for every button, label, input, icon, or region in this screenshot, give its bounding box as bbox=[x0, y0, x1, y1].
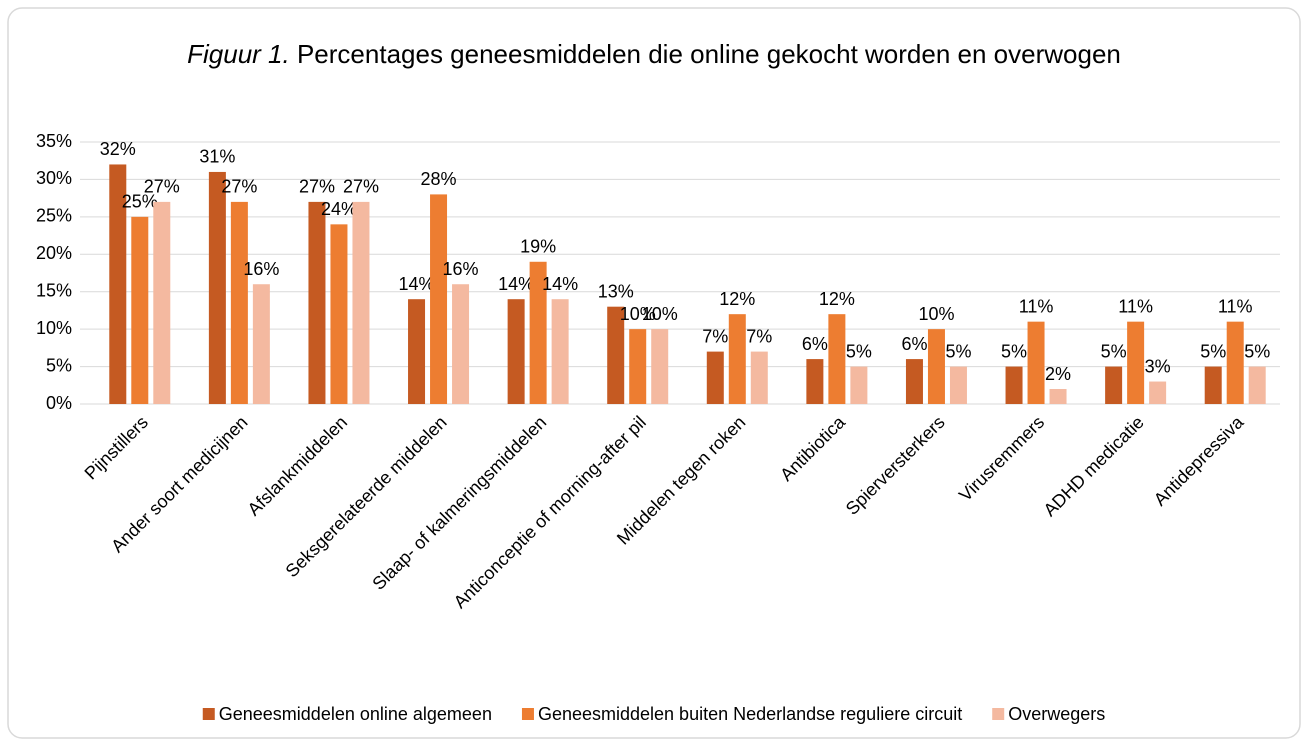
bar bbox=[1226, 321, 1244, 404]
value-label: 2% bbox=[1045, 364, 1071, 384]
value-label: 5% bbox=[945, 341, 971, 361]
y-tick-label: 10% bbox=[36, 318, 72, 338]
value-label: 7% bbox=[746, 326, 772, 346]
bar bbox=[507, 299, 525, 404]
value-label: 3% bbox=[1145, 356, 1171, 376]
legend-label: Overwegers bbox=[1008, 704, 1105, 724]
value-label: 27% bbox=[144, 177, 180, 197]
value-label: 10% bbox=[642, 304, 678, 324]
y-tick-label: 20% bbox=[36, 243, 72, 263]
legend-swatch bbox=[521, 708, 534, 720]
bar bbox=[828, 314, 846, 404]
value-label: 14% bbox=[498, 274, 534, 294]
bar bbox=[330, 224, 348, 404]
value-label: 11% bbox=[1218, 296, 1253, 316]
bar bbox=[728, 314, 746, 404]
value-label: 16% bbox=[243, 259, 279, 279]
bar bbox=[131, 216, 149, 404]
value-label: 31% bbox=[199, 147, 235, 167]
value-label: 5% bbox=[1101, 341, 1127, 361]
legend-swatch bbox=[202, 708, 215, 720]
y-tick-label: 0% bbox=[46, 393, 72, 413]
value-label: 10% bbox=[620, 304, 656, 324]
value-label: 27% bbox=[343, 177, 379, 197]
bar bbox=[607, 306, 625, 404]
y-tick-label: 5% bbox=[46, 355, 72, 375]
value-label: 10% bbox=[918, 304, 954, 324]
value-label: 25% bbox=[122, 192, 158, 212]
value-label: 5% bbox=[846, 341, 872, 361]
bar bbox=[308, 201, 326, 404]
bar bbox=[1149, 381, 1167, 404]
bar bbox=[109, 164, 127, 404]
value-label: 11% bbox=[1019, 296, 1054, 316]
legend-label: Geneesmiddelen buiten Nederlandse reguli… bbox=[538, 704, 962, 724]
value-label: 5% bbox=[1200, 341, 1226, 361]
value-label: 6% bbox=[901, 334, 927, 354]
value-label: 24% bbox=[321, 199, 357, 219]
value-label: 16% bbox=[443, 259, 479, 279]
value-label: 27% bbox=[221, 177, 257, 197]
bar bbox=[927, 329, 945, 404]
bar bbox=[706, 351, 724, 404]
bar bbox=[651, 329, 669, 404]
bar bbox=[529, 261, 547, 404]
bar bbox=[408, 299, 426, 404]
bar bbox=[208, 171, 226, 404]
bar bbox=[806, 359, 824, 404]
bar bbox=[1204, 366, 1222, 404]
title-text: Percentages geneesmiddelen die online ge… bbox=[297, 39, 1121, 69]
bar bbox=[1049, 389, 1067, 404]
bar bbox=[1005, 366, 1023, 404]
bar bbox=[1105, 366, 1123, 404]
value-label: 13% bbox=[598, 281, 634, 301]
bar bbox=[452, 284, 470, 404]
bar bbox=[850, 366, 868, 404]
value-label: 7% bbox=[702, 326, 728, 346]
legend-swatch bbox=[992, 708, 1005, 720]
bar bbox=[629, 329, 647, 404]
value-label: 14% bbox=[542, 274, 578, 294]
value-label: 14% bbox=[399, 274, 435, 294]
value-label: 12% bbox=[719, 289, 755, 309]
bar bbox=[949, 366, 967, 404]
y-tick-label: 30% bbox=[36, 168, 72, 188]
y-tick-label: 15% bbox=[36, 280, 72, 300]
bar bbox=[1248, 366, 1266, 404]
bar bbox=[252, 284, 270, 404]
bar bbox=[750, 351, 768, 404]
value-label: 19% bbox=[520, 237, 556, 257]
bar bbox=[230, 201, 248, 404]
value-label: 11% bbox=[1118, 296, 1153, 316]
bar bbox=[352, 201, 370, 404]
value-label: 28% bbox=[421, 169, 457, 189]
bar bbox=[153, 201, 171, 404]
value-label: 32% bbox=[100, 139, 136, 159]
value-label: 5% bbox=[1244, 341, 1270, 361]
y-tick-label: 25% bbox=[36, 206, 72, 226]
title-number: Figuur 1. bbox=[187, 39, 290, 69]
value-label: 27% bbox=[299, 177, 335, 197]
bar bbox=[1027, 321, 1045, 404]
bar bbox=[905, 359, 923, 404]
value-label: 12% bbox=[819, 289, 855, 309]
bar bbox=[551, 299, 569, 404]
legend: Geneesmiddelen online algemeen Geneesmidd… bbox=[202, 704, 1105, 724]
chart-title: Figuur 1. Percentages geneesmiddelen die… bbox=[187, 39, 1121, 69]
legend-label: Geneesmiddelen online algemeen bbox=[219, 704, 492, 724]
bar bbox=[1127, 321, 1145, 404]
value-label: 6% bbox=[802, 334, 828, 354]
bar bbox=[430, 194, 448, 404]
y-tick-label: 35% bbox=[36, 131, 72, 151]
value-label: 5% bbox=[1001, 341, 1027, 361]
